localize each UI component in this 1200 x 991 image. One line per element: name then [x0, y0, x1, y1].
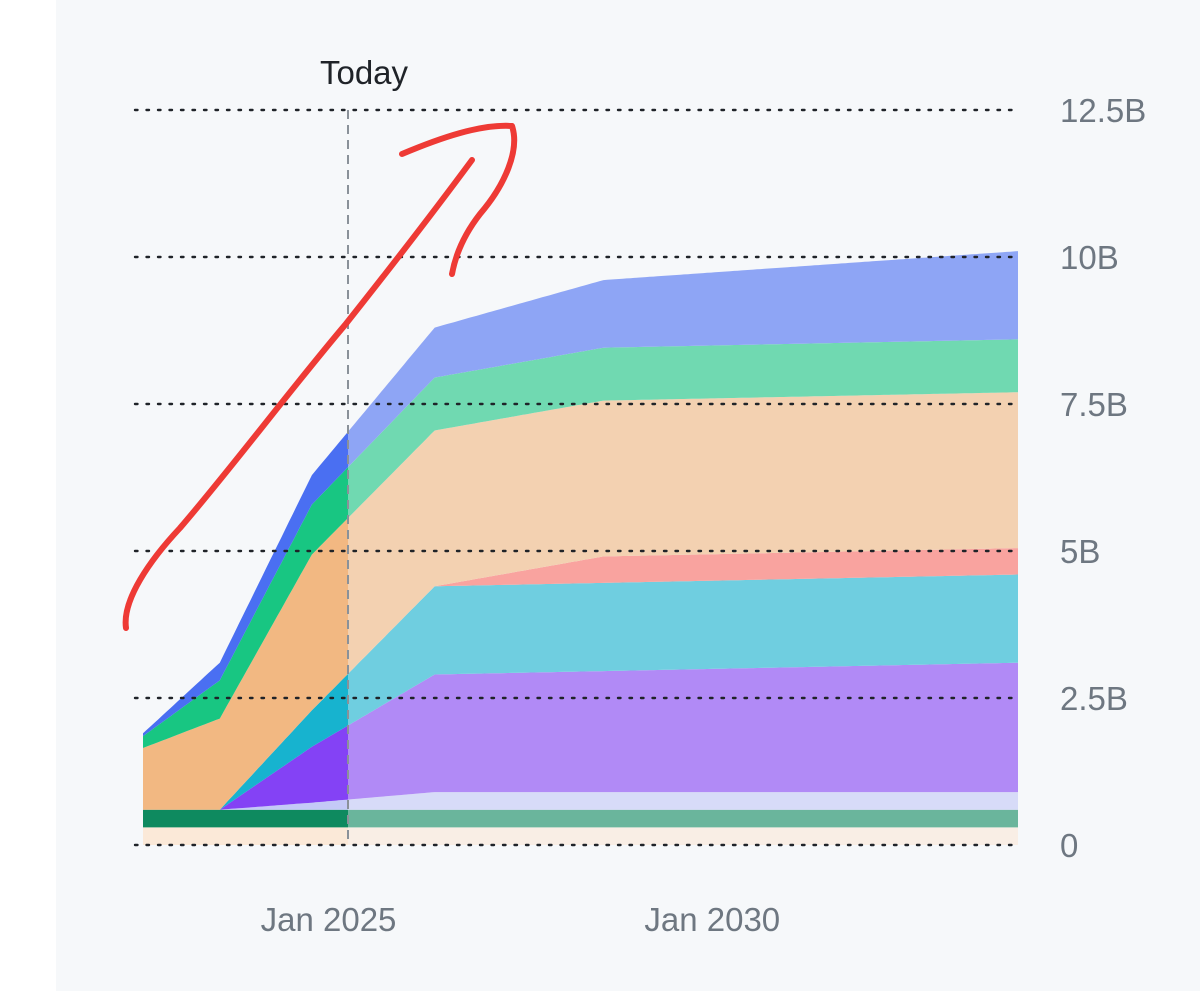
series-4-area-historical: [143, 725, 348, 810]
arrowhead: [399, 122, 518, 277]
series-9-area-projected: [348, 251, 1018, 468]
series-3-area-projected: [348, 792, 1018, 810]
y-tick-label: 2.5B: [1060, 680, 1128, 717]
series-5-area-projected: [348, 574, 1018, 726]
series-7-area-historical: [143, 518, 348, 810]
series-6-area-projected: [348, 548, 1018, 674]
y-tick-label: 5B: [1060, 533, 1100, 570]
series-8-area-projected: [348, 339, 1018, 518]
series-3-area-historical: [143, 799, 348, 810]
red-arrow-annotation: [122, 122, 518, 631]
series-1-area-projected: [348, 827, 1018, 845]
series-1-area-historical: [143, 827, 348, 845]
today-label: Today: [320, 54, 409, 91]
arrow-stroke: [122, 157, 475, 631]
x-tick-label: Jan 2025: [261, 901, 397, 938]
x-tick-label: Jan 2030: [644, 901, 780, 938]
y-tick-label: 7.5B: [1060, 386, 1128, 423]
y-tick-label: 10B: [1060, 239, 1119, 276]
gridlines: [133, 108, 1020, 847]
series-2-area-historical: [143, 809, 348, 828]
x-axis: Jan 2025 Jan 2030: [261, 901, 781, 938]
today-marker: Today: [320, 54, 409, 845]
y-tick-label: 12.5B: [1060, 92, 1146, 129]
series-9-area-historical: [143, 431, 348, 737]
series-5-area-historical: [143, 673, 348, 810]
y-tick-label: 0: [1060, 827, 1078, 864]
series-7-area-projected: [348, 392, 1018, 674]
historical-areas: [143, 431, 348, 845]
series-8-area-historical: [143, 467, 348, 748]
y-axis: 0 2.5B 5B 7.5B 10B 12.5B: [1060, 92, 1146, 864]
series-2-area-projected: [348, 809, 1018, 828]
